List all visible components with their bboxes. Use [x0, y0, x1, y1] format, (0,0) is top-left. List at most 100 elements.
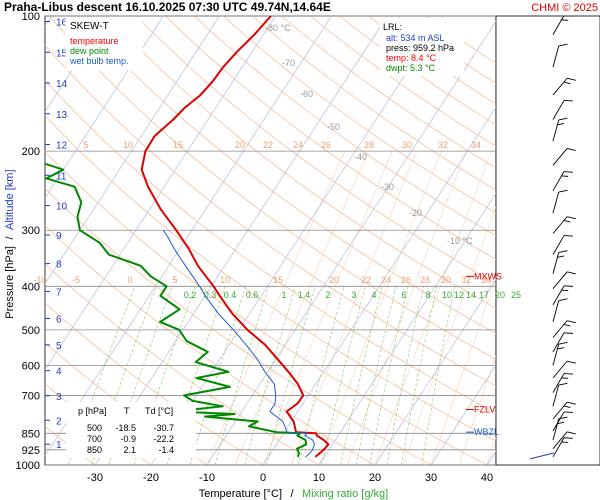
- wind-barb: [552, 437, 573, 458]
- series-line-wet-bulb-temp: [162, 229, 315, 458]
- mixing-ratio-label: 3: [351, 290, 356, 300]
- altitude-tick-label: 16: [56, 18, 68, 29]
- adiabat-label: 28: [364, 140, 374, 150]
- wind-barb: [552, 401, 576, 420]
- summary-table: p [hPa] T Td [°C] 500 -18.5 -30.7 700 -0…: [66, 402, 196, 458]
- altitude-tick-label: 14: [56, 79, 68, 90]
- x-tick-label: 30: [425, 472, 437, 484]
- y-tick-label: 500: [22, 325, 40, 337]
- mixing-ratio-label: 17: [479, 290, 489, 300]
- wind-barbs: [529, 16, 576, 460]
- mixing-ratio-label: 20: [495, 290, 505, 300]
- altitude-tick-label: 13: [56, 110, 68, 121]
- dry-adiabat-line: [78, 16, 496, 334]
- mixing-ratio-label: 14: [466, 290, 476, 300]
- y-tick-label: 1000: [16, 460, 40, 472]
- wind-barb: [552, 250, 568, 274]
- isotherm-label: -40: [354, 152, 367, 162]
- station-press: press: 959.2 hPa: [386, 43, 454, 53]
- legend-wet-bulb: wet bulb temp.: [69, 56, 129, 66]
- mixing-ratio-label: 25: [511, 290, 521, 300]
- adiabat-label: 24: [293, 140, 303, 150]
- wind-barb: [552, 416, 568, 441]
- level-markers: MXWS FZLV WBZL: [466, 271, 502, 437]
- isotherm-label: -80 °C: [265, 23, 291, 33]
- mixing-ratio-label: 1.4: [298, 290, 311, 300]
- adiabat-label: -10: [33, 275, 46, 285]
- table-header-t: T: [124, 406, 130, 416]
- table-cell: 850: [87, 445, 102, 455]
- x-tick-labels: -30 -20 -10 0 10 20 30 40: [87, 472, 493, 484]
- dry-adiabat-line: [107, 16, 496, 309]
- y-tick-label: 925: [22, 445, 40, 457]
- wind-barb: [552, 298, 568, 323]
- altitude-tick-label: 5: [56, 341, 62, 352]
- wind-barb: [552, 320, 576, 338]
- x-tick-label: 40: [481, 472, 493, 484]
- series-line-dew-point: [45, 162, 308, 458]
- wind-barb: [552, 216, 576, 234]
- adiabat-label: 20: [329, 275, 339, 285]
- adiabat-label: 34: [471, 140, 481, 150]
- adiabat-label: 28: [420, 275, 430, 285]
- mixing-ratio-label: 0.3: [204, 290, 217, 300]
- legend-dew-point: dew point: [70, 46, 109, 56]
- station-temp: temp: 8.4 °C: [386, 53, 437, 63]
- x-tick-label: 10: [313, 472, 325, 484]
- adiabat-label: 24: [381, 275, 391, 285]
- table-header-td: Td [°C]: [145, 406, 173, 416]
- wind-barb: [552, 235, 573, 255]
- wind-barb: [552, 271, 576, 289]
- table-cell: 500: [87, 423, 102, 433]
- mixing-ratio-label: 1: [281, 290, 286, 300]
- table-cell: -1.4: [158, 445, 174, 455]
- dry-adiabat-line: [165, 16, 496, 260]
- altitude-tick-label: 4: [56, 367, 62, 378]
- altitude-tick-label: 7: [56, 287, 62, 298]
- level-marker-label: WBZL: [474, 427, 499, 437]
- isotherm-label: -20: [409, 208, 422, 218]
- table-cell: -30.7: [153, 423, 174, 433]
- isotherm-line: [45, 16, 220, 285]
- dry-adiabat-line: [45, 44, 496, 387]
- mixing-ratio-label: 0.6: [246, 290, 259, 300]
- mixing-ratio-label: 0.2: [184, 290, 197, 300]
- x-axis-label-2: Mixing ratio [g/kg]: [302, 488, 388, 500]
- table-cell: -22.2: [153, 434, 174, 444]
- wind-barb: [552, 99, 573, 120]
- adiabat-label: 5: [172, 275, 177, 285]
- profile-series: [45, 16, 330, 458]
- wind-barb: [552, 16, 573, 35]
- altitude-tick-label: 12: [56, 141, 68, 152]
- x-tick-label: 0: [260, 472, 266, 484]
- y-tick-label: 700: [22, 390, 40, 402]
- x-axis-title: Temperature [°C] / Mixing ratio [g/kg]: [199, 488, 388, 500]
- wind-barb: [552, 117, 568, 142]
- adiabat-label: 26: [321, 140, 331, 150]
- isotherm-label: -30: [381, 182, 394, 192]
- adiabat-label: 22: [263, 140, 273, 150]
- mixing-ratio-label: 0.4: [224, 290, 237, 300]
- altitude-tick-label: 9: [56, 231, 62, 242]
- dry-adiabat-line: [194, 16, 496, 237]
- y-tick-label: 300: [22, 225, 40, 237]
- mixing-ratio-label: 4: [371, 290, 376, 300]
- wind-barb: [552, 373, 573, 393]
- isotherm-label: -50: [327, 122, 340, 132]
- wind-barb: [552, 189, 568, 214]
- wind-barb: [552, 285, 573, 306]
- mixing-ratio-label: 2: [325, 290, 330, 300]
- wind-barb: [552, 341, 568, 366]
- credit-label: CHMI © 2025: [531, 2, 598, 14]
- level-marker-label: FZLV: [474, 404, 495, 414]
- altitude-tick-label: 10: [56, 202, 68, 213]
- y-tick-label: 850: [22, 428, 40, 440]
- mixing-ratio-label: 8: [425, 290, 430, 300]
- isotherm-line: [45, 16, 164, 199]
- diagram-label: SKEW-T: [70, 21, 109, 32]
- x-tick-label: 20: [369, 472, 381, 484]
- adiabat-label: 20: [235, 140, 245, 150]
- x-tick-label: -20: [143, 472, 159, 484]
- chart-title: Praha-Libus descent 16.10.2025 07:30 UTC…: [4, 0, 331, 14]
